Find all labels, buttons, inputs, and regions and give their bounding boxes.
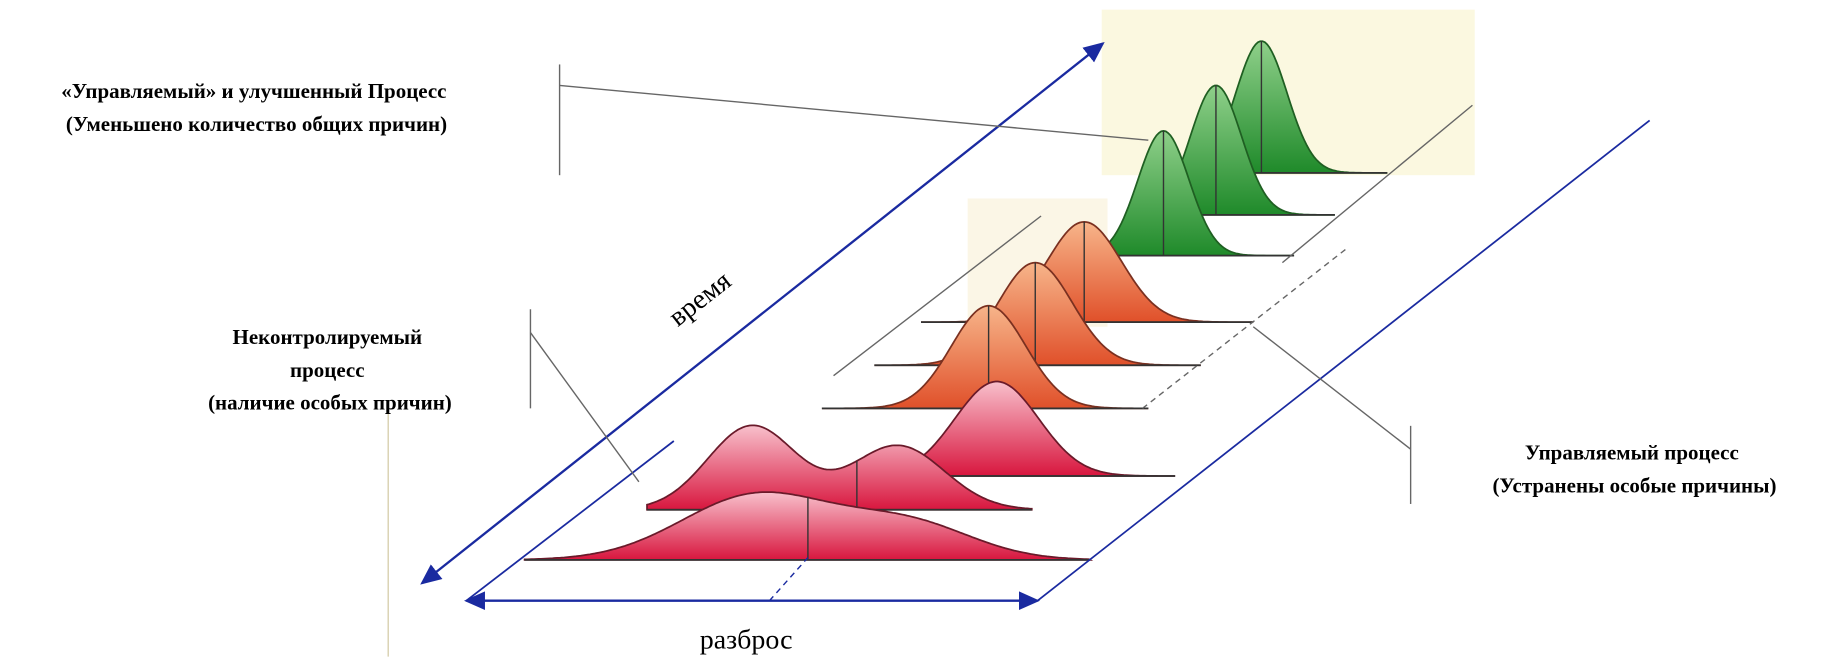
annotation: Неконтролируемый процесс (наличие особых…: [208, 325, 452, 414]
curves: [525, 41, 1388, 560]
pointer: [560, 85, 1149, 140]
guide-line: [769, 558, 807, 601]
annotation-line: Управляемый процесс: [1525, 441, 1739, 465]
time-label: время: [663, 265, 737, 333]
annotation-line: Неконтролируемый: [233, 325, 423, 349]
annotation: «Управляемый» и улучшенный Процесс (Умен…: [61, 79, 452, 136]
pointer: [1253, 327, 1410, 449]
annotation-line: «Управляемый» и улучшенный Процесс: [61, 79, 446, 103]
annotation-line: (наличие особых причин): [208, 391, 452, 415]
annotation-line: (Уменьшено количество общих причин): [66, 112, 447, 136]
guide-line: [1143, 249, 1347, 409]
spread-label: разброс: [700, 625, 793, 656]
pointer: [530, 333, 638, 482]
diagram: «Управляемый» и улучшенный Процесс (Умен…: [0, 0, 1828, 657]
annotation-line: процесс: [290, 358, 365, 382]
page: {"annotations": [ {"lines": ["«Управляем…: [0, 0, 1828, 657]
annotation: Управляемый процесс (Устранены особые пр…: [1492, 441, 1776, 498]
annotation-line: (Устранены особые причины): [1492, 473, 1776, 497]
